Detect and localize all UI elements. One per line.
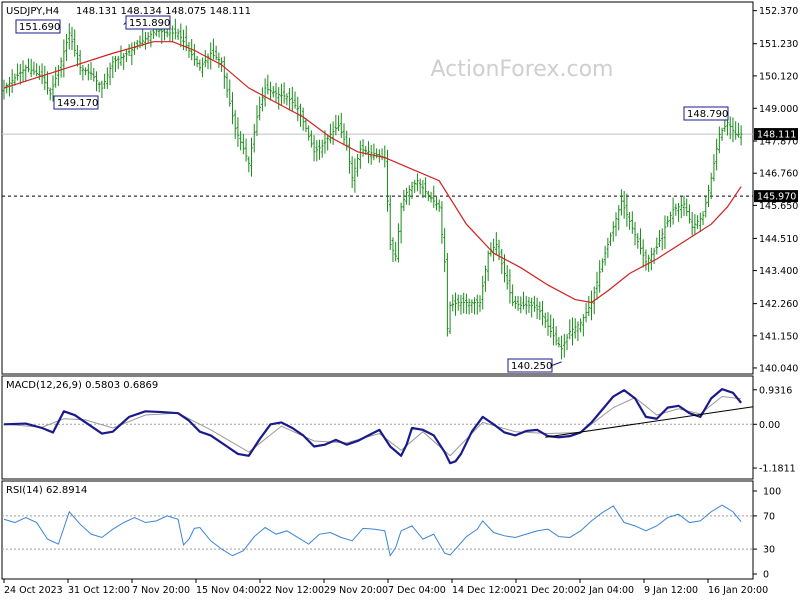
price-axis-tick-label: 145.650	[759, 201, 798, 212]
moving-average-line	[3, 41, 742, 304]
price-axis-tick-label: 144.510	[759, 234, 798, 245]
price-axis-tick-label: 147.870	[759, 137, 798, 148]
price-annotation-label: 149.170	[57, 98, 98, 109]
time-axis-label: 29 Nov 20:00	[324, 585, 388, 596]
price-annotation-label: 151.890	[129, 18, 170, 29]
rsi-axis-tick-label: 30	[763, 545, 775, 556]
macd-axis-tick-label: 0.9316	[759, 385, 792, 396]
time-axis-label: 7 Dec 04:00	[388, 585, 446, 596]
rsi-axis-tick-label: 0	[763, 570, 769, 581]
rsi-line	[3, 504, 742, 558]
price-axis-tick-label: 151.230	[759, 39, 798, 50]
level-line-badge	[754, 190, 798, 203]
price-axis-tick-label: 140.040	[759, 363, 798, 374]
price-annotation-label: 140.250	[511, 361, 552, 372]
price-axis-tick-label: 146.760	[759, 169, 798, 180]
macd-axis-tick-label: -1.1811	[759, 464, 796, 475]
time-axis-label: 15 Nov 04:00	[196, 585, 260, 596]
macd-label: MACD(12,26,9) 0.5803 0.6869	[6, 380, 158, 391]
rsi-axis-tick-label: 100	[763, 487, 781, 498]
time-axis-label: 31 Oct 12:00	[68, 585, 130, 596]
price-annotation-label: 151.690	[19, 22, 60, 33]
time-axis-label: 2 Jan 04:00	[580, 585, 634, 596]
price-axis-tick-label: 142.260	[759, 299, 798, 310]
time-axis-label: 7 Nov 20:00	[132, 585, 190, 596]
price-axis-tick-label: 152.370	[759, 6, 798, 17]
price-annotation-label: 148.790	[687, 109, 728, 120]
macd-trendline	[545, 406, 754, 438]
current-price-badge	[754, 128, 798, 141]
price-annotation-box	[53, 95, 99, 110]
current-price-label: 148.111	[757, 130, 796, 141]
time-axis-label: 21 Dec 20:00	[516, 585, 580, 596]
level-line-label: 145.970	[757, 192, 796, 203]
price-annotation-box	[507, 358, 553, 373]
macd-axis-tick-label: 0.00	[759, 420, 780, 431]
price-axis-tick-label: 149.000	[759, 104, 798, 115]
time-axis-label: 22 Nov 12:00	[260, 585, 324, 596]
price-axis-tick-label: 143.400	[759, 266, 798, 277]
price-annotation-box	[125, 15, 171, 30]
macd-pane-frame	[1, 375, 754, 480]
price-pane-frame	[1, 1, 754, 375]
rsi-axis-tick-label: 70	[763, 511, 775, 522]
ohlc-label: 148.131 148.134 148.075 148.111	[76, 6, 251, 17]
price-annotation-box	[15, 19, 61, 34]
rsi-label: RSI(14) 62.8914	[6, 485, 87, 496]
symbol-label: USDJPY,H4	[6, 6, 59, 17]
price-axis-tick-label: 150.120	[759, 71, 798, 82]
time-axis-label: 9 Jan 12:00	[644, 585, 698, 596]
time-axis-label: 14 Dec 12:00	[452, 585, 516, 596]
macd-signal-line	[3, 395, 742, 457]
price-annotation-box	[683, 106, 729, 121]
watermark-text: ActionForex.com	[431, 57, 614, 82]
time-axis-label: 16 Jan 20:00	[708, 585, 768, 596]
rsi-pane-frame	[1, 480, 754, 580]
annotation-leader-line	[551, 361, 562, 366]
macd-line	[3, 388, 742, 465]
time-axis-label: 24 Oct 2023	[4, 585, 63, 596]
price-axis-tick-label: 141.150	[759, 331, 798, 342]
